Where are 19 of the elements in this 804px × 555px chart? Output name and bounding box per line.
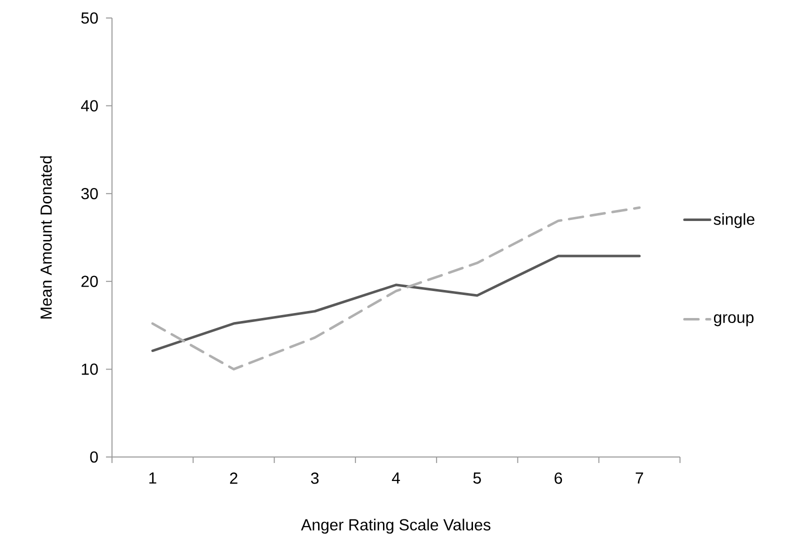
line-series — [151, 206, 641, 370]
x-tick-label: 7 — [636, 472, 644, 484]
x-tick-label: 3 — [311, 472, 319, 484]
x-tick-label: 5 — [473, 472, 481, 484]
y-tick-label: 50 — [81, 12, 98, 24]
legend-label: single — [714, 213, 754, 228]
x-tick-label: 6 — [554, 472, 562, 484]
legend-label: group — [714, 314, 754, 326]
y-tick-label: 30 — [81, 188, 98, 200]
y-tick-label: 10 — [82, 364, 98, 375]
y-tick-label: 0 — [90, 451, 98, 463]
x-tick-label: 2 — [230, 472, 238, 484]
line-series — [151, 254, 641, 352]
y-tick-label: 20 — [81, 276, 98, 288]
y-axis-title: Mean Amount Donated — [40, 156, 52, 318]
y-tick-label: 40 — [81, 100, 98, 112]
x-axis-title: Anger Rating Scale Values — [301, 518, 490, 534]
x-tick-label: 4 — [392, 472, 400, 484]
x-tick-label: 1 — [149, 472, 156, 484]
